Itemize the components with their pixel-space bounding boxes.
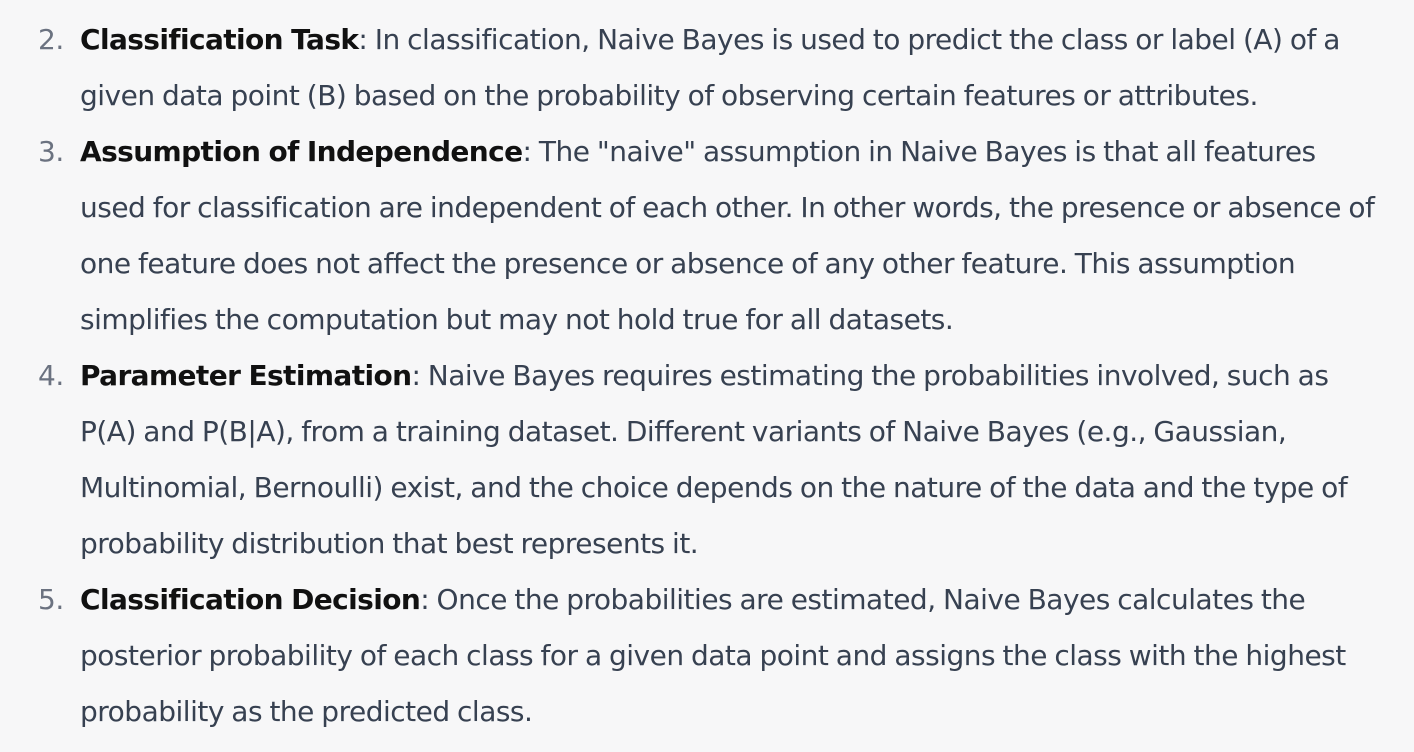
bold-term: Classification Decision	[80, 583, 421, 616]
list-number: 4.	[38, 359, 64, 392]
list-number: 5.	[38, 583, 64, 616]
item-description: : Naive Bayes requires estimating the pr…	[80, 359, 1348, 560]
bold-term: Classification Task	[80, 23, 359, 56]
bold-term: Parameter Estimation	[80, 359, 412, 392]
list-number: 2.	[38, 23, 64, 56]
item-description: : Once the probabilities are estimated, …	[80, 583, 1346, 728]
numbered-answer-list: 2. Classification Task: In classification…	[0, 12, 1414, 740]
list-number: 3.	[38, 135, 64, 168]
item-description: : In classification, Naive Bayes is used…	[80, 23, 1340, 112]
item-description: : The "naive" assumption in Naive Bayes …	[80, 135, 1375, 336]
list-item-classification-task: 2. Classification Task: In classification…	[0, 12, 1414, 124]
bold-term: Assumption of Independence	[80, 135, 523, 168]
list-item-assumption-of-independence: 3. Assumption of Independence: The "naive…	[0, 124, 1414, 348]
list-item-parameter-estimation: 4. Parameter Estimation: Naive Bayes requ…	[0, 348, 1414, 572]
list-item-classification-decision: 5. Classification Decision: Once the prob…	[0, 572, 1414, 740]
